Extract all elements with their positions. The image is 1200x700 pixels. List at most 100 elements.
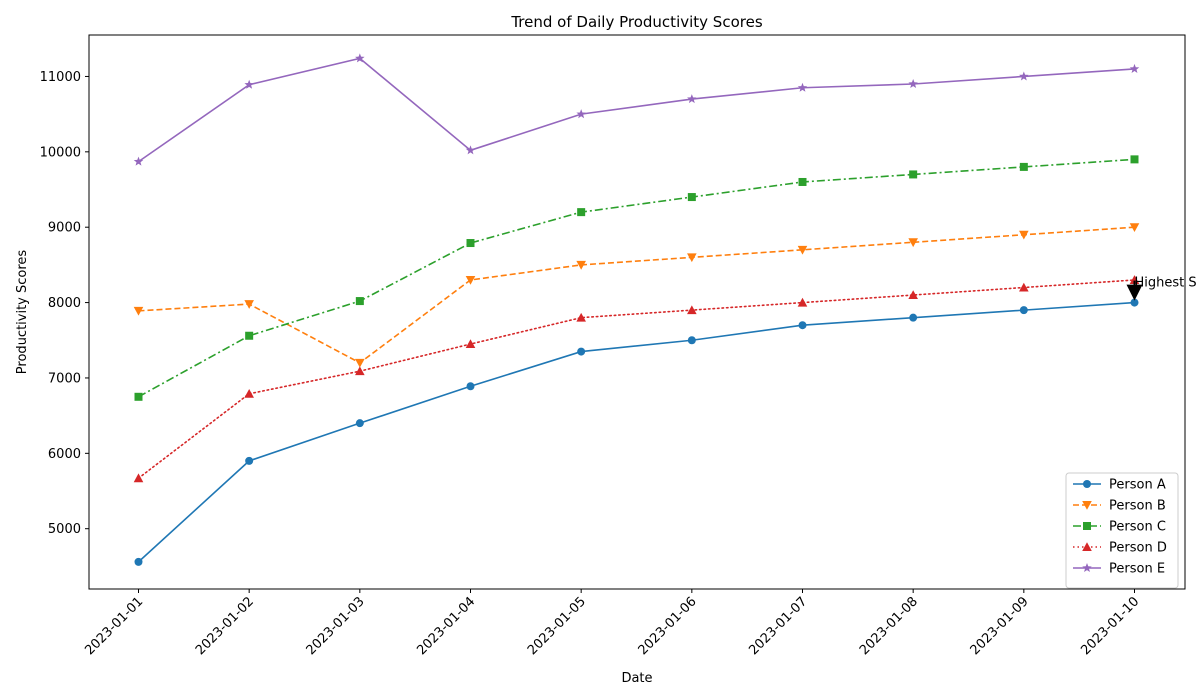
- data-point: [355, 53, 365, 63]
- data-point: [687, 193, 696, 202]
- legend-marker: [1082, 501, 1092, 510]
- x-tick-label: 2023-01-08: [857, 594, 921, 658]
- data-point: [1019, 230, 1029, 240]
- data-point: [465, 275, 476, 285]
- data-point: [797, 82, 808, 92]
- legend-label: Person B: [1109, 499, 1166, 514]
- data-point: [909, 313, 918, 322]
- data-point: [1129, 275, 1140, 284]
- data-point: [908, 290, 918, 300]
- data-point: [133, 306, 144, 316]
- data-point: [133, 156, 144, 166]
- y-tick-label: 11000: [40, 70, 81, 85]
- data-point: [466, 239, 475, 248]
- legend-marker: [1082, 542, 1092, 551]
- data-point: [134, 557, 143, 566]
- data-point: [1019, 162, 1028, 171]
- legend-marker: [1083, 522, 1091, 530]
- legend-item: Person D: [1073, 541, 1167, 556]
- x-tick-label: 2023-01-02: [193, 594, 257, 658]
- y-tick-label: 8000: [48, 296, 81, 311]
- y-tick-label: 5000: [48, 522, 81, 537]
- data-point: [355, 419, 364, 428]
- series-line: [138, 158, 1135, 398]
- data-point: [576, 260, 586, 270]
- data-point: [797, 245, 808, 255]
- data-point: [1130, 155, 1139, 164]
- data-point: [797, 297, 808, 307]
- data-point: [245, 331, 254, 340]
- data-point: [908, 78, 918, 89]
- data-point: [466, 382, 475, 391]
- x-tick-label: 2023-01-06: [636, 594, 700, 658]
- annotation-label: Highest S: [1135, 276, 1197, 291]
- data-point: [576, 109, 586, 119]
- data-point: [465, 145, 476, 155]
- x-tick-label: 2023-01-05: [525, 594, 589, 658]
- chart-title: Trend of Daily Productivity Scores: [510, 13, 762, 31]
- legend-item: Person A: [1073, 478, 1166, 493]
- data-point: [1129, 63, 1140, 73]
- y-tick-label: 10000: [40, 145, 81, 160]
- data-point: [687, 336, 696, 345]
- series-line: [137, 279, 1136, 480]
- legend-label: Person E: [1109, 562, 1165, 577]
- series-person-d: [133, 275, 1140, 483]
- data-point: [576, 312, 586, 322]
- data-point: [133, 473, 144, 483]
- data-point: [1129, 223, 1140, 233]
- data-point: [244, 388, 254, 398]
- x-tick-label: 2023-01-01: [82, 594, 146, 658]
- data-point: [687, 305, 697, 315]
- legend-label: Person C: [1109, 520, 1166, 535]
- data-point: [465, 339, 476, 349]
- data-point: [1130, 298, 1139, 307]
- x-tick-label: 2023-01-04: [414, 594, 478, 658]
- data-point: [244, 79, 254, 89]
- data-point: [909, 170, 918, 179]
- data-point: [1019, 282, 1029, 292]
- data-point: [687, 253, 697, 263]
- x-tick-label: 2023-01-10: [1078, 594, 1142, 658]
- data-point: [245, 456, 254, 465]
- legend-item: Person C: [1073, 520, 1166, 535]
- series-line: [138, 57, 1135, 163]
- series-person-b: [133, 223, 1140, 368]
- legend-label: Person A: [1109, 478, 1166, 493]
- legend-box: [1065, 472, 1179, 589]
- y-tick-label: 7000: [48, 371, 81, 386]
- legend-marker: [1083, 480, 1091, 488]
- legend-label: Person D: [1109, 541, 1167, 556]
- data-point: [1019, 71, 1029, 81]
- series-person-c: [134, 155, 1139, 401]
- data-point: [577, 347, 586, 356]
- data-point: [355, 366, 365, 376]
- x-axis-title: Date: [621, 671, 652, 686]
- annotation-arrow: [1126, 284, 1143, 301]
- data-point: [355, 297, 364, 306]
- legend-marker: [1082, 563, 1092, 573]
- legend-item: Person E: [1073, 562, 1165, 577]
- plot-area-frame: [88, 34, 1186, 590]
- y-axis-title: Productivity Scores: [15, 250, 30, 375]
- data-point: [577, 208, 586, 217]
- x-tick-label: 2023-01-03: [304, 594, 368, 658]
- data-point: [687, 94, 697, 104]
- series-person-e: [133, 53, 1140, 166]
- data-point: [244, 300, 254, 309]
- data-point: [1019, 306, 1028, 315]
- series-line: [137, 301, 1135, 563]
- data-point: [355, 358, 365, 368]
- data-point: [134, 392, 143, 401]
- series-line: [138, 226, 1135, 364]
- x-tick-label: 2023-01-07: [746, 594, 810, 658]
- data-point: [908, 238, 918, 248]
- series-person-a: [134, 298, 1139, 566]
- data-point: [798, 321, 807, 330]
- legend-item: Person B: [1073, 499, 1166, 514]
- x-tick-label: 2023-01-09: [968, 594, 1032, 658]
- data-point: [798, 177, 807, 186]
- y-tick-label: 9000: [48, 221, 81, 236]
